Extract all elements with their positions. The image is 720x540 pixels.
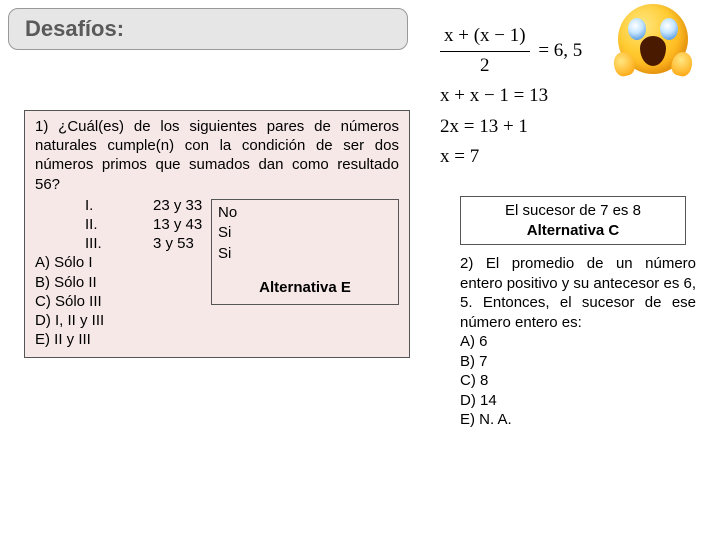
successor-alt: Alternativa C: [467, 221, 679, 241]
item-pair: 13 y 43: [153, 215, 202, 234]
math-line-1: x + (x − 1) 2 = 6, 5: [440, 22, 582, 80]
item-judge: Si: [218, 244, 392, 264]
item-label: II.: [85, 215, 153, 234]
option: E) II y III: [35, 330, 399, 349]
option: A) 6: [460, 332, 696, 352]
fraction-numerator: x + (x − 1): [440, 22, 530, 52]
option: E) N. A.: [460, 410, 696, 430]
title-bar: Desafíos:: [8, 8, 408, 50]
item-judge: Si: [218, 223, 392, 243]
equation-rhs: = 6, 5: [538, 40, 582, 61]
scream-emoji: [618, 4, 692, 78]
item-pair: 3 y 53: [153, 234, 194, 253]
successor-box: El sucesor de 7 es 8 Alternativa C: [460, 196, 686, 245]
question-1-box: 1) ¿Cuál(es) de los siguientes pares de …: [24, 110, 410, 358]
question-1-prompt: 1) ¿Cuál(es) de los siguientes pares de …: [35, 117, 399, 194]
math-line-2: x + x − 1 = 13: [440, 82, 582, 111]
option: D) I, II y III: [35, 311, 399, 330]
question-2-box: 2) El promedio de un número entero posit…: [460, 254, 696, 430]
math-line-3: 2x = 13 + 1: [440, 113, 582, 142]
option: B) 7: [460, 352, 696, 372]
fraction-denominator: 2: [440, 52, 530, 81]
option: D) 14: [460, 391, 696, 411]
item-label: III.: [85, 234, 153, 253]
question-2-prompt: 2) El promedio de un número entero posit…: [460, 254, 696, 332]
item-label: I.: [85, 196, 153, 215]
math-derivation: x + (x − 1) 2 = 6, 5 x + x − 1 = 13 2x =…: [440, 22, 582, 174]
math-line-4: x = 7: [440, 143, 582, 172]
successor-text: El sucesor de 7 es 8: [467, 201, 679, 221]
item-pair: 23 y 33: [153, 196, 202, 215]
answer-label: Alternativa E: [218, 278, 392, 298]
page-title: Desafíos:: [25, 16, 124, 42]
question-1-answer-overlay: No Si Si Alternativa E: [211, 199, 399, 305]
item-judge: No: [218, 203, 392, 223]
option: C) 8: [460, 371, 696, 391]
question-2-options: A) 6 B) 7 C) 8 D) 14 E) N. A.: [460, 332, 696, 430]
